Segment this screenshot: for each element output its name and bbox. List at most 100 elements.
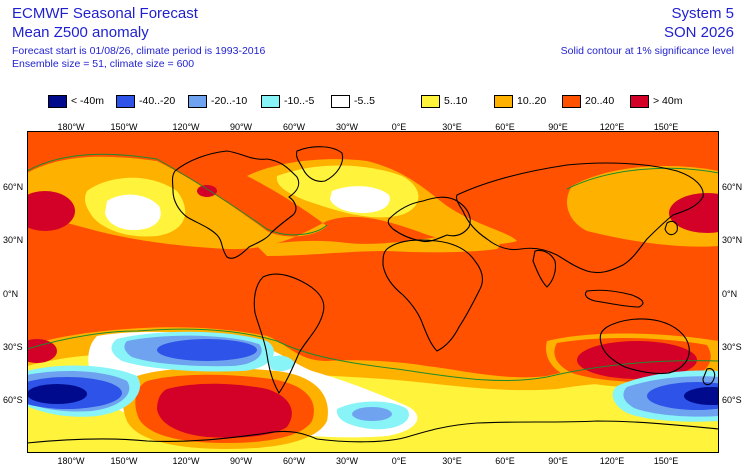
legend-swatch xyxy=(48,94,67,108)
anomaly-region xyxy=(157,383,292,438)
anomaly-map xyxy=(27,131,719,453)
lon-label: 90°E xyxy=(548,122,568,132)
coastline-greenland xyxy=(295,146,344,182)
lon-label: 180°W xyxy=(57,456,85,466)
legend-swatch xyxy=(494,94,513,108)
lon-label: 60°E xyxy=(495,456,515,466)
coastline-australia xyxy=(599,318,690,375)
coastline-indonesia xyxy=(584,289,644,308)
lat-label: 0°N xyxy=(3,289,19,299)
lon-label: 120°E xyxy=(599,122,625,132)
coastline-south-america xyxy=(253,273,325,394)
coastline-europe xyxy=(387,196,471,243)
lat-label: 60°N xyxy=(722,182,743,192)
legend-label: -40..-20 xyxy=(139,95,176,107)
lon-label: 120°E xyxy=(599,456,625,466)
lon-label: 90°E xyxy=(548,456,568,466)
legend-label: > 40m xyxy=(653,95,683,107)
anomaly-region xyxy=(352,407,392,421)
lon-label: 120°W xyxy=(172,122,200,132)
legend-item: -20..-10 xyxy=(188,94,261,108)
lon-label: 30°W xyxy=(335,122,359,132)
legend-swatch xyxy=(188,94,207,108)
lon-label: 150°E xyxy=(653,456,679,466)
coastlines xyxy=(27,146,719,444)
anomaly-region xyxy=(27,384,87,404)
lat-label: 60°S xyxy=(722,395,742,405)
legend-label: 10..20 xyxy=(517,95,547,107)
legend-item: -5..5 xyxy=(331,94,421,108)
legend-item: 10..20 xyxy=(494,94,562,108)
info-block: Forecast start is 01/08/26, climate peri… xyxy=(12,45,265,71)
lon-label: 60°E xyxy=(495,122,515,132)
lon-label: 0°E xyxy=(391,122,407,132)
coastline-antarctica xyxy=(27,420,719,444)
anomaly-region xyxy=(197,185,217,197)
coastline-north-america xyxy=(171,150,300,259)
legend-item: < -40m xyxy=(48,94,116,108)
lon-label: 150°W xyxy=(110,122,138,132)
significance-contour xyxy=(566,167,719,190)
lon-label: 60°W xyxy=(282,122,306,132)
map-subtitle: Mean Z500 anomaly xyxy=(12,24,149,41)
legend-item: -40..-20 xyxy=(116,94,188,108)
lon-label: 120°W xyxy=(172,456,200,466)
legend-swatch xyxy=(630,94,649,108)
legend-label: -5..5 xyxy=(354,95,376,107)
contour-note: Solid contour at 1% significance level xyxy=(560,45,734,57)
lat-label: 30°S xyxy=(722,342,742,352)
lon-label: 90°W xyxy=(229,456,253,466)
lon-label: 0°E xyxy=(391,456,407,466)
lat-label: 30°N xyxy=(3,235,24,245)
significance-contour xyxy=(27,328,719,382)
forecast-info: Forecast start is 01/08/26, climate peri… xyxy=(12,45,266,57)
lon-label: 30°W xyxy=(335,456,359,466)
anomaly-region xyxy=(684,387,719,405)
legend-item: 5..10 xyxy=(421,94,494,108)
legend-label: 5..10 xyxy=(444,95,468,107)
lat-label: 30°N xyxy=(722,235,743,245)
system-label: System 5 xyxy=(671,5,734,22)
map-title: ECMWF Seasonal Forecast xyxy=(12,5,198,22)
significance-contour xyxy=(27,153,328,236)
season-label: SON 2026 xyxy=(663,24,734,41)
lat-label: 30°S xyxy=(3,342,23,352)
anomaly-region xyxy=(257,235,500,256)
system-block: System 5 SON 2026 xyxy=(664,4,734,42)
coastline-asia xyxy=(455,162,704,274)
lon-label: 30°E xyxy=(442,122,462,132)
legend-label: 20..40 xyxy=(585,95,615,107)
lon-label: 180°W xyxy=(57,122,85,132)
lat-label: 60°S xyxy=(3,395,23,405)
lon-label: 30°E xyxy=(442,456,462,466)
lat-label: 0°N xyxy=(722,289,738,299)
anomaly-region xyxy=(330,186,390,213)
legend-label: -20..-10 xyxy=(211,95,248,107)
legend-label: -10..-5 xyxy=(284,95,315,107)
legend-item: -10..-5 xyxy=(261,94,331,108)
anomaly-region xyxy=(669,193,719,233)
lon-label: 90°W xyxy=(229,122,253,132)
legend-swatch xyxy=(261,94,280,108)
legend-swatch xyxy=(562,94,581,108)
legend-swatch xyxy=(331,94,350,108)
ensemble-info: Ensemble size = 51, climate size = 600 xyxy=(12,58,195,70)
coastline-india xyxy=(532,249,557,288)
anomaly-region xyxy=(105,194,161,231)
coastline-japan xyxy=(664,220,678,236)
legend-swatch xyxy=(421,94,440,108)
legend-swatch xyxy=(116,94,135,108)
legend-item: 20..40 xyxy=(562,94,630,108)
legend-item: > 40m xyxy=(630,94,683,108)
coastline-new-zealand xyxy=(702,368,716,386)
anomaly-region xyxy=(267,355,295,371)
anomaly-region xyxy=(577,341,697,379)
anomaly-region xyxy=(27,191,75,231)
coastline-africa xyxy=(382,239,484,352)
anomaly-region xyxy=(157,339,257,361)
lon-label: 150°W xyxy=(110,456,138,466)
map-frame xyxy=(27,131,719,453)
anomaly-region xyxy=(27,339,57,363)
lon-label: 60°W xyxy=(282,456,306,466)
lon-label: 150°E xyxy=(653,122,679,132)
